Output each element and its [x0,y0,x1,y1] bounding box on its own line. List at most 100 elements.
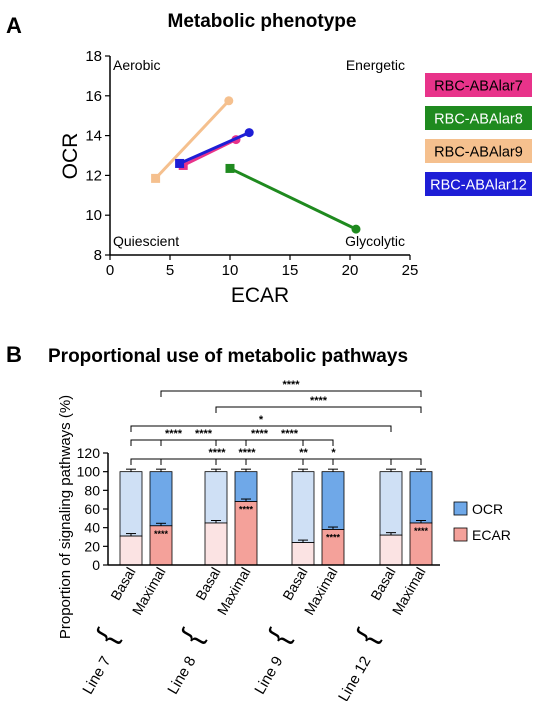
x-tick-label: 10 [222,262,239,279]
y-tick-label: 60 [84,501,100,517]
basal-point-marker [151,173,161,183]
panel-b-label: B [6,342,22,367]
significance-label: **** [282,379,300,391]
panel-b-significance-brackets: **** **** ** ***** **** **** ************* [130,379,422,465]
ocr-bar-segment [379,471,403,536]
significance-label: **** [238,447,256,459]
x-label-basal: Basal [279,565,310,603]
significance-bracket [130,458,304,465]
panel-a-y-axis-label: OCR [59,133,82,180]
y-tick-label: 8 [94,247,102,264]
panel-b-legend: OCR ECAR [453,501,511,543]
y-tick-label: 14 [85,128,102,145]
significance-bracket [160,458,334,465]
significance-label: ** [299,447,308,459]
group-brace: { [350,624,384,649]
significance-bracket [160,390,422,397]
panel-a-series [151,96,361,234]
x-label-line: Line 7 [79,654,114,698]
significance-bracket [130,425,392,432]
ocr-bar-segment [291,471,315,543]
panel-b-bars: **** **** **** **** [119,468,433,566]
ecar-bar-segment [204,522,228,566]
x-label-basal: Basal [107,565,138,603]
x-tick-label: 20 [342,262,359,279]
significance-bracket [215,406,422,413]
ocr-bar-segment [119,471,143,537]
significance-bracket [245,458,422,465]
x-label-basal: Basal [192,565,223,603]
significance-label: **** [310,395,328,407]
series-line [229,167,357,231]
y-tick-label: 18 [85,48,102,65]
y-tick-label: 10 [85,207,102,224]
basal-point-marker [225,163,235,173]
legend-swatch [425,172,532,196]
x-label-line: Line 9 [251,654,286,698]
significance-label: **** [281,428,299,440]
x-label-line: Line 8 [164,654,199,698]
maximal-point-marker [244,128,254,138]
legend-label-ocr: OCR [472,501,503,517]
bar-significance-stars: **** [326,533,341,543]
group-brace: { [90,624,124,649]
bar-significance-stars: **** [239,505,254,515]
ocr-bar-segment [204,471,228,524]
x-tick-label: 5 [166,262,174,279]
significance-bracket [215,439,304,446]
legend-swatch-ocr [453,501,468,516]
series-line [154,99,230,180]
legend-swatch [425,73,532,97]
bar-significance-stars: **** [154,529,169,539]
panel-a-x-axis-label: ECAR [231,284,289,307]
significance-label: **** [195,428,213,440]
panel-a-axes: 0 5 10 15 20 25 8 10 12 14 16 18 [85,48,418,279]
significance-label: **** [208,447,226,459]
significance-bracket [245,439,334,446]
x-label-basal: Basal [367,565,398,603]
legend-label: RBC-ABAlar12 [430,178,527,194]
x-label-line: Line 12 [335,654,374,701]
legend-swatch [425,106,532,130]
y-tick-label: 20 [84,538,100,554]
panel-b-axes: 0 20 40 60 80 100 120 [77,445,440,573]
ecar-bar-segment [379,534,403,566]
panel-b-y-axis-label: Proportion of signaling pathways (%) [57,395,74,639]
significance-label: * [331,447,336,459]
y-tick-label: 0 [92,557,100,573]
panel-a-legend: RBC-ABAlar7 RBC-ABAlar8 RBC-ABAlar9 RBC-ABA… [425,73,532,196]
legend-label: RBC-ABAlar7 [434,79,523,95]
y-tick-label: 40 [84,520,100,536]
panel-a-label: A [6,13,22,38]
quadrant-label-glycolytic: Glycolytic [345,233,405,249]
significance-label: **** [251,428,269,440]
ocr-bar-segment [149,471,173,527]
significance-label: **** [165,428,183,440]
ocr-bar-segment [321,471,345,530]
group-brace: { [262,624,296,649]
quadrant-label-energetic: Energetic [346,57,405,73]
legend-swatch-ecar [453,527,468,542]
quadrant-label-aerobic: Aerobic [113,57,160,73]
x-tick-label: 0 [106,262,114,279]
maximal-point-marker [351,224,361,234]
bar-significance-stars: **** [414,526,429,536]
quadrant-label-quiescient: Quiescient [113,233,179,249]
y-tick-label: 80 [84,482,100,498]
group-brace: { [175,624,209,649]
x-tick-label: 15 [282,262,299,279]
y-tick-label: 12 [85,167,102,184]
ocr-bar-segment [409,471,433,524]
y-tick-label: 16 [85,88,102,105]
significance-bracket [160,439,247,446]
y-tick-label: 120 [77,445,101,461]
ocr-bar-segment [234,471,258,502]
ecar-bar-segment [291,542,315,566]
maximal-point-marker [224,96,234,106]
significance-bracket [130,439,217,446]
legend-swatch [425,139,532,163]
legend-label: RBC-ABAlar9 [434,145,523,161]
panel-a-title: Metabolic phenotype [168,11,357,32]
